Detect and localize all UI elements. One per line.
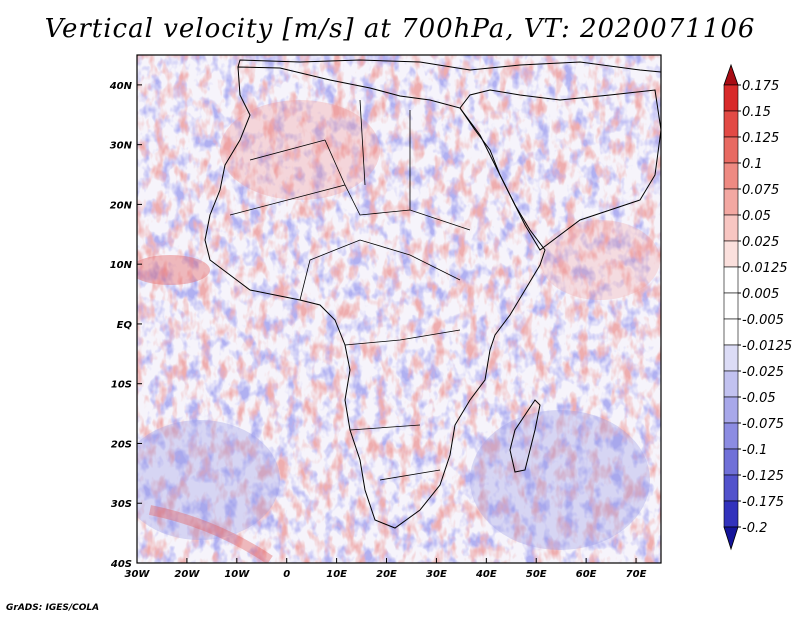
colorbar: 0.175 0.15 0.125 0.1 0.075 0.05 0.025 0.0125 0.0… (723, 63, 792, 551)
lat-tick-label: 20N (110, 200, 133, 211)
lon-tick-label: 30W (125, 569, 151, 580)
lon-tick-label: 70E (626, 569, 647, 580)
lat-tick-label: 30N (110, 141, 133, 152)
colorbar-segment (723, 266, 739, 294)
lon-tick-label: 50E (526, 569, 547, 580)
colorbar-segment (723, 136, 739, 164)
colorbar-label: 0.125 (742, 131, 779, 146)
colorbar-segment (723, 240, 739, 268)
map-title: Vertical velocity [m/s] at 700hPa, VT: 2… (44, 14, 756, 44)
lat-tick-label: 30S (111, 499, 132, 510)
colorbar-segment (723, 370, 739, 398)
colorbar-label: 0.175 (742, 79, 779, 94)
lat-tick-label: 40S (110, 559, 132, 570)
longitude-axis: 30W 20W 10W 0 10E 20E 30E 40E 50E 60E 70E (125, 558, 647, 580)
colorbar-label: -0.005 (742, 313, 784, 328)
lat-tick-label: 20S (111, 439, 132, 450)
colorbar-label: -0.075 (742, 417, 784, 432)
africa-coastline (204, 66, 546, 529)
lat-tick-label: 10N (110, 260, 133, 271)
colorbar-segment (723, 318, 739, 346)
colorbar-label: 0.15 (742, 105, 771, 120)
lon-tick-label: 40E (475, 569, 497, 580)
colorbar-segment (723, 500, 739, 528)
colorbar-segment (723, 188, 739, 216)
colorbar-segment (723, 396, 739, 424)
colorbar-label: 0.0125 (742, 261, 788, 276)
lon-tick-label: 10W (224, 569, 250, 580)
colorbar-top-triangle (723, 63, 739, 86)
lon-tick-label: 20E (376, 569, 397, 580)
colorbar-label: -0.2 (742, 521, 767, 536)
colorbar-label: -0.05 (742, 391, 776, 406)
colorbar-segment (723, 474, 739, 502)
lon-tick-label: 30E (426, 569, 447, 580)
colorbar-segment (723, 84, 739, 112)
colorbar-segment (723, 422, 739, 450)
colorbar-label: -0.125 (742, 469, 784, 484)
colorbar-label: -0.175 (742, 495, 784, 510)
colorbar-label: 0.05 (742, 209, 771, 224)
latitude-axis: 40N 30N 20N 10N EQ 10S 20S 30S 40S (109, 81, 142, 570)
lon-tick-label: 10E (326, 569, 347, 580)
colorbar-label: -0.025 (742, 365, 784, 380)
colorbar-segment (723, 292, 739, 320)
colorbar-bottom-triangle (723, 526, 739, 551)
colorbar-segment (723, 344, 739, 372)
mediterranean-coastline (237, 59, 661, 73)
plot-frame (136, 54, 662, 564)
coastlines (204, 59, 661, 529)
grads-credit: GrADS: IGES/COLA (6, 603, 100, 613)
colorbar-segment (723, 162, 739, 190)
colorbar-label: 0.025 (742, 235, 779, 250)
colorbar-label: -0.1 (742, 443, 767, 458)
country-borders (229, 99, 471, 481)
colorbar-segment (723, 110, 739, 138)
arabia-coastline (459, 89, 661, 251)
colorbar-label: 0.005 (742, 287, 779, 302)
colorbar-label: 0.075 (742, 183, 779, 198)
lon-tick-label: 60E (576, 569, 597, 580)
lon-tick-label: 0 (283, 569, 290, 580)
colorbar-label: 0.1 (742, 157, 763, 172)
colorbar-segment (723, 214, 739, 242)
lon-tick-label: 20W (174, 569, 200, 580)
colorbar-segment (723, 448, 739, 476)
madagascar-coastline (509, 399, 541, 473)
lat-tick-label: 40N (109, 81, 133, 92)
lat-tick-label: 10S (111, 380, 132, 391)
colorbar-label: -0.0125 (742, 339, 792, 354)
lat-tick-label: EQ (117, 320, 133, 331)
velocity-field (137, 55, 661, 563)
